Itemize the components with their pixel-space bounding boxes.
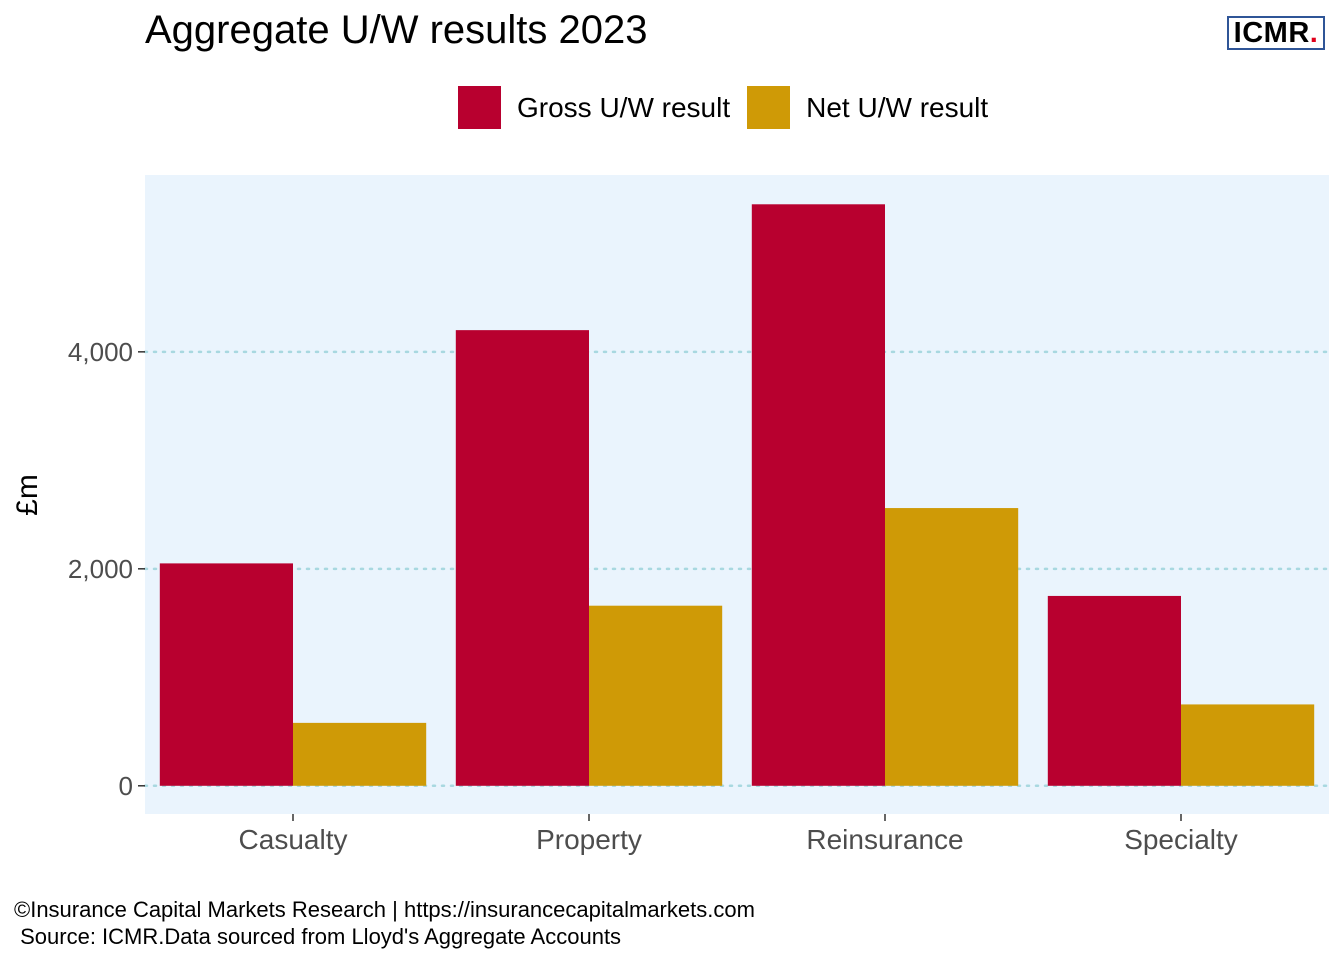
bar-net-property: [589, 605, 723, 786]
legend-item-gross: Gross U/W result: [458, 86, 747, 129]
bar-net-casualty: [293, 722, 427, 786]
bar-net-specialty: [1181, 704, 1315, 786]
y-axis: 0 2,000 4,000: [68, 337, 145, 801]
x-axis: Casualty Property Reinsurance Specialty: [239, 814, 1238, 855]
legend-label-net: Net U/W result: [806, 91, 989, 123]
x-tick-label: Property: [536, 824, 642, 855]
bar-chart: 0 2,000 4,000 Casualty Property Reinsurance S…: [68, 175, 1331, 855]
legend-key-gross: [458, 86, 501, 129]
x-tick-label: Reinsurance: [806, 824, 963, 855]
y-tick-label: 4,000: [68, 337, 133, 367]
logo-dot: .: [1309, 17, 1319, 49]
bar-gross-specialty: [1047, 595, 1181, 786]
bar-gross-property: [455, 330, 589, 786]
bars: [159, 204, 1315, 786]
bar-net-reinsurance: [885, 508, 1019, 786]
chart-title: Aggregate U/W results 2023: [145, 8, 648, 52]
footer: ©Insurance Capital Markets Research | ht…: [14, 896, 755, 950]
logo-text: ICMR: [1233, 17, 1310, 49]
x-tick-label: Casualty: [239, 824, 348, 855]
copyright-line: ©Insurance Capital Markets Research | ht…: [14, 897, 755, 922]
bar-gross-casualty: [159, 563, 293, 786]
legend-key-net: [747, 86, 791, 129]
legend-label-gross: Gross U/W result: [517, 91, 731, 123]
icmr-logo: ICMR.: [1227, 16, 1325, 50]
legend: Gross U/W result Net U/W result: [458, 86, 1005, 129]
y-tick-label: 2,000: [68, 554, 133, 584]
source-line: Source: ICMR.Data sourced from Lloyd's A…: [14, 924, 622, 949]
y-tick-label: 0: [119, 771, 133, 801]
legend-item-net: Net U/W result: [747, 86, 1005, 129]
bar-gross-reinsurance: [751, 204, 885, 786]
x-tick-label: Specialty: [1124, 824, 1238, 855]
